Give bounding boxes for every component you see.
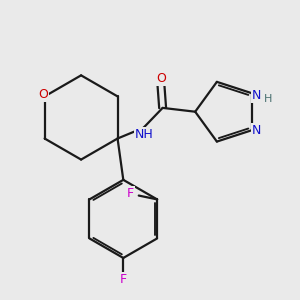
Text: F: F [127, 187, 134, 200]
Text: NH: NH [135, 128, 154, 141]
Text: N: N [252, 124, 261, 137]
Text: H: H [264, 94, 272, 104]
Text: N: N [252, 89, 261, 102]
Text: O: O [156, 71, 166, 85]
Text: F: F [120, 272, 127, 286]
Text: O: O [38, 88, 48, 101]
